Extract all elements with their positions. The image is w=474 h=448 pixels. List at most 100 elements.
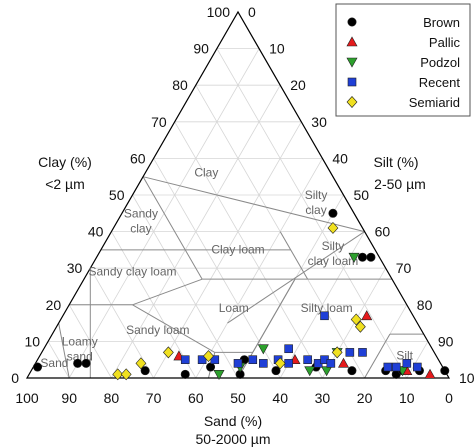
silt-tick-70: 70 — [396, 260, 412, 276]
point-podzol — [321, 366, 333, 377]
sand-tick-10: 10 — [399, 390, 415, 406]
point-podzol — [213, 370, 225, 380]
class-boundary — [58, 323, 70, 379]
class-label-silty-loam: Silty loam — [301, 301, 353, 315]
point-recent — [180, 355, 190, 365]
silt-axis-title: Silt (%) — [373, 154, 418, 170]
point-recent — [259, 359, 268, 368]
sand-tick-30: 30 — [315, 390, 331, 406]
point-semiarid — [327, 221, 339, 234]
class-label-sandy-clay: Sandy clay — [124, 206, 158, 235]
point-recent — [383, 362, 393, 372]
point-recent — [284, 359, 293, 368]
class-boundary — [279, 231, 309, 280]
silt-tick-40: 40 — [332, 150, 348, 166]
axis-titles: Clay (%) <2 µm Silt (%) 2-50 µm Sand (%)… — [38, 154, 426, 447]
legend-label-pallic: Pallic — [429, 35, 461, 50]
sand-tick-50: 50 — [230, 390, 246, 406]
clay-tick-0: 0 — [11, 370, 19, 386]
point-pallic — [361, 310, 373, 321]
point-recent — [391, 362, 401, 372]
grid-line-sand-10 — [216, 48, 408, 379]
point-semiarid — [331, 346, 343, 359]
legend-label-brown: Brown — [423, 15, 460, 30]
sand-axis-subtitle: 50-2000 µm — [196, 431, 271, 447]
sand-tick-100: 100 — [15, 390, 39, 406]
legend-marker-brown — [347, 17, 357, 27]
grid-line-sand-90 — [47, 341, 70, 379]
point-recent — [233, 359, 243, 368]
point-recent — [326, 359, 336, 368]
class-boundary — [227, 231, 365, 324]
point-semiarid — [354, 320, 366, 333]
point-semiarid — [162, 346, 174, 359]
legend-marker-pallic — [346, 36, 358, 47]
point-brown — [180, 369, 190, 379]
legend-marker-recent — [347, 77, 357, 87]
point-recent — [248, 355, 258, 365]
class-boundary — [142, 176, 203, 280]
clay-tick-70: 70 — [151, 114, 167, 130]
point-podzol — [257, 344, 269, 355]
point-brown — [206, 362, 216, 372]
clay-tick-60: 60 — [130, 150, 146, 166]
legend-label-semiarid: Semiarid — [409, 95, 460, 110]
sand-tick-70: 70 — [146, 390, 162, 406]
point-recent — [303, 355, 312, 365]
legend-label-podzol: Podzol — [420, 55, 460, 70]
point-recent — [284, 344, 293, 354]
point-recent — [210, 355, 220, 365]
point-recent — [320, 311, 329, 321]
clay-tick-90: 90 — [193, 41, 209, 57]
point-pallic — [424, 368, 436, 379]
silt-tick-10: 10 — [269, 41, 285, 57]
class-label-sandy-clay-loam: Sandy clay loam — [88, 265, 176, 279]
class-boundary — [132, 304, 216, 353]
point-brown — [81, 358, 91, 368]
point-brown — [328, 208, 338, 218]
point-brown — [357, 252, 367, 262]
clay-tick-80: 80 — [172, 77, 188, 93]
silt-tick-90: 90 — [438, 333, 454, 349]
grid-line-sand-60 — [111, 231, 197, 379]
silt-tick-100: 100 — [459, 370, 474, 386]
point-podzol — [304, 366, 316, 377]
point-brown — [33, 362, 43, 372]
point-recent — [358, 348, 367, 357]
clay-tick-30: 30 — [67, 260, 83, 276]
legend-box — [335, 3, 471, 117]
point-recent — [413, 362, 422, 372]
legend-label-recent: Recent — [419, 75, 461, 90]
class-label-loam: Loam — [219, 301, 249, 315]
silt-tick-0: 0 — [248, 4, 256, 20]
silt-tick-50: 50 — [354, 187, 370, 203]
class-label-clay-loam: Clay loam — [211, 243, 264, 257]
clay-tick-10: 10 — [25, 333, 41, 349]
data-points — [33, 208, 450, 381]
legend-marker-podzol — [346, 57, 358, 68]
point-podzol — [348, 252, 360, 263]
sand-axis-title: Sand (%) — [204, 413, 262, 429]
sand-tick-20: 20 — [357, 390, 373, 406]
legend: Brown Pallic Podzol Recent Semiarid — [335, 3, 471, 117]
point-brown — [271, 366, 281, 376]
silt-axis-subtitle: 2-50 µm — [374, 176, 426, 192]
silt-tick-20: 20 — [290, 77, 306, 93]
clay-axis-title: Clay (%) — [38, 154, 92, 170]
point-recent — [197, 355, 207, 365]
silt-tick-60: 60 — [375, 224, 391, 240]
point-semiarid — [350, 313, 362, 326]
point-semiarid — [120, 368, 132, 381]
class-label-sand: Sand — [40, 356, 68, 370]
point-brown — [366, 252, 376, 262]
point-brown — [73, 358, 83, 368]
class-label-silty-clay: Silty clay — [305, 188, 328, 217]
grid-line-sand-70 — [89, 268, 154, 379]
sand-tick-40: 40 — [272, 390, 288, 406]
class-label-clay: Clay — [194, 166, 218, 180]
silt-tick-30: 30 — [311, 114, 327, 130]
point-recent — [402, 359, 412, 368]
silt-tick-80: 80 — [417, 297, 433, 313]
class-boundary — [142, 176, 365, 233]
